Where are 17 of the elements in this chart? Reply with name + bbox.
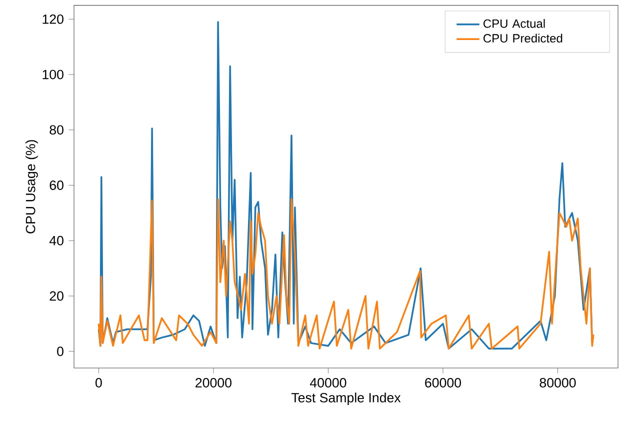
y-axis-title: CPU Usage (%): [25, 140, 38, 234]
legend-label: CPU Actual: [484, 19, 545, 28]
x-tick-label: 0: [96, 378, 102, 388]
x-tick-label: 60000: [425, 378, 461, 388]
y-tick-label: 0: [57, 346, 64, 356]
y-tick-label: 40: [49, 236, 64, 246]
x-tick-label: 40000: [310, 378, 346, 388]
y-tick-label: 120: [42, 14, 64, 24]
x-tick-label: 20000: [196, 378, 232, 388]
line-series: [98, 198, 594, 350]
y-tick-label: 100: [42, 70, 64, 80]
y-tick-label: 60: [50, 180, 64, 190]
x-axis-title: Test Sample Index: [291, 392, 401, 406]
x-tick-label: 80000: [540, 378, 576, 388]
y-tick-label: 80: [50, 125, 64, 135]
y-tick-label: 20: [50, 291, 64, 301]
legend-label: CPU Predicted: [484, 34, 562, 43]
